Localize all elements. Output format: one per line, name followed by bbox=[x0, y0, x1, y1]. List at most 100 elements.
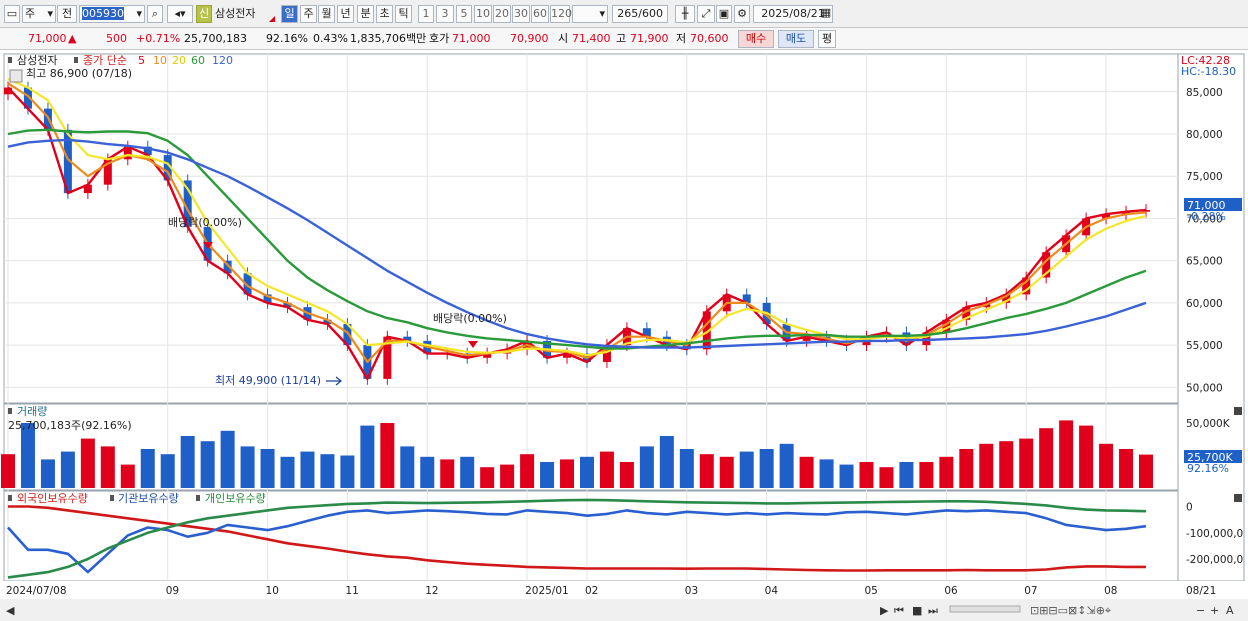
close-icon[interactable] bbox=[1234, 407, 1242, 415]
speaker-icon[interactable]: ◂▾ bbox=[167, 5, 193, 23]
scroll-right-icon[interactable]: ▶ bbox=[880, 604, 889, 617]
volume-bar bbox=[500, 464, 515, 488]
zoom-in-icon[interactable]: + bbox=[1210, 604, 1219, 617]
period-type-select[interactable]: 주 ▾ bbox=[22, 5, 56, 23]
interval-button-60[interactable]: 60 bbox=[531, 5, 549, 23]
interval-button-30[interactable]: 30 bbox=[512, 5, 530, 23]
tab-period-4[interactable]: 분 bbox=[357, 5, 374, 23]
interval-input[interactable]: ▾ bbox=[572, 5, 608, 23]
volume-bar bbox=[619, 462, 634, 488]
chart-window-icon[interactable]: ▭ bbox=[4, 5, 20, 23]
scope-button[interactable]: 전 bbox=[57, 5, 77, 23]
candle-body bbox=[383, 336, 392, 379]
volume-bar bbox=[879, 467, 894, 488]
interval-button-10[interactable]: 10 bbox=[474, 5, 492, 23]
scroll-left-icon[interactable]: ◀ bbox=[6, 604, 15, 617]
x-axis-label: 2024/07/08 bbox=[6, 585, 67, 597]
volume-bar bbox=[460, 456, 475, 488]
change-arrow-icon: ▲ bbox=[68, 32, 77, 45]
volume-bar bbox=[80, 438, 95, 488]
x-axis-label: 10 bbox=[266, 585, 279, 597]
average-button[interactable]: 평 bbox=[818, 30, 836, 48]
holdings-line-2 bbox=[7, 498, 1147, 579]
price-y-tick: 50,000 bbox=[1186, 382, 1223, 394]
volume-bar bbox=[1119, 449, 1134, 488]
interval-button-120[interactable]: 120 bbox=[550, 5, 572, 23]
candle-body bbox=[143, 146, 152, 156]
stop-icon[interactable]: ■ bbox=[912, 604, 922, 617]
holdings-y-tick: -200,000,0 bbox=[1186, 554, 1243, 566]
legend-ma5: 5 bbox=[138, 54, 145, 67]
x-axis-label: 08 bbox=[1104, 585, 1117, 597]
volume-bar bbox=[799, 456, 814, 488]
date-value: 2025/08/21 bbox=[761, 7, 825, 20]
x-axis-label: 05 bbox=[864, 585, 877, 597]
search-icon[interactable]: ⌕ bbox=[147, 5, 163, 23]
volume-bar bbox=[280, 456, 295, 488]
bottom-scroll-bar[interactable] bbox=[0, 599, 1248, 621]
x-axis-label: 07 bbox=[1024, 585, 1037, 597]
buy-button[interactable]: 매수 bbox=[738, 30, 774, 48]
legend-stock-name: 삼성전자 bbox=[17, 54, 57, 67]
zoom-slider[interactable] bbox=[949, 605, 1021, 613]
volume-title: 거래량 bbox=[17, 405, 47, 418]
candle-body bbox=[962, 307, 971, 320]
volume-bar bbox=[560, 459, 575, 488]
interval-button-3[interactable]: 3 bbox=[436, 5, 454, 23]
volume-bar bbox=[440, 459, 455, 488]
volume-layer bbox=[1, 420, 1153, 488]
volume-bar bbox=[839, 464, 854, 488]
save-icon[interactable]: ▣ bbox=[716, 5, 732, 23]
close-icon[interactable] bbox=[1234, 494, 1242, 502]
interval-button-20[interactable]: 20 bbox=[493, 5, 511, 23]
gear-icon[interactable]: ⚙ bbox=[734, 5, 750, 23]
min-price-label: 최저 49,900 (11/14) bbox=[215, 374, 321, 387]
sell-button[interactable]: 매도 bbox=[778, 30, 814, 48]
count-input[interactable]: 265/600 bbox=[612, 5, 668, 23]
layout-icons[interactable]: ⊡⊞⊟▭⊠↕⇲⊕⌖ bbox=[1030, 604, 1111, 617]
candle-body bbox=[163, 155, 172, 181]
x-axis-label: 09 bbox=[166, 585, 179, 597]
hoga-label: 호가 bbox=[429, 32, 450, 45]
trend-line-icon[interactable]: ⤢ bbox=[697, 5, 715, 23]
price-change: 500 bbox=[106, 32, 127, 45]
date-input[interactable]: 2025/08/21 bbox=[753, 5, 833, 23]
interval-button-5[interactable]: 5 bbox=[456, 5, 472, 23]
stock-code-value: 005930 bbox=[82, 7, 124, 20]
volume-bar bbox=[899, 462, 914, 488]
interval-button-1[interactable]: 1 bbox=[418, 5, 434, 23]
dividend-marker-1 bbox=[203, 242, 213, 249]
tab-period-6[interactable]: 틱 bbox=[395, 5, 412, 23]
legend-ma20: 20 bbox=[172, 54, 186, 67]
current-price-tag bbox=[1184, 198, 1242, 211]
open-label: 시 bbox=[558, 32, 569, 45]
legend-ma120: 120 bbox=[212, 54, 233, 67]
volume-bar bbox=[480, 467, 495, 488]
tab-period-0[interactable]: 일 bbox=[281, 5, 298, 23]
candle-body bbox=[223, 260, 232, 274]
candle-type-icon[interactable]: ╫ bbox=[675, 5, 695, 23]
rewind-icon[interactable]: ⏮ bbox=[894, 604, 904, 617]
table-icon[interactable] bbox=[9, 69, 23, 83]
tab-period-5[interactable]: 초 bbox=[376, 5, 393, 23]
volume-bar bbox=[140, 449, 155, 488]
stock-code-input[interactable]: 005930 ▾ bbox=[79, 5, 145, 23]
ma-line-10 bbox=[7, 82, 1147, 364]
max-price-label: 최고 86,900 (07/18) bbox=[26, 67, 132, 80]
candle-body bbox=[63, 129, 72, 194]
forward-icon[interactable]: ⏭ bbox=[928, 604, 938, 617]
dividend-label-2: 배당락(0.00%) bbox=[433, 312, 507, 325]
tab-period-3[interactable]: 년 bbox=[337, 5, 354, 23]
legend-ma60: 60 bbox=[191, 54, 205, 67]
zoom-out-icon[interactable]: − bbox=[1196, 604, 1205, 617]
legend-ma10: 10 bbox=[153, 54, 167, 67]
tab-period-1[interactable]: 주 bbox=[300, 5, 317, 23]
count-max: /600 bbox=[638, 7, 663, 20]
candle-body bbox=[602, 345, 611, 362]
volume-bar bbox=[40, 459, 55, 488]
tab-period-2[interactable]: 월 bbox=[318, 5, 335, 23]
font-size-icon[interactable]: A bbox=[1226, 604, 1234, 617]
holdings-line-0 bbox=[8, 505, 1146, 572]
calendar-icon[interactable]: ▦ bbox=[820, 6, 832, 19]
x-axis-label: 11 bbox=[345, 585, 358, 597]
